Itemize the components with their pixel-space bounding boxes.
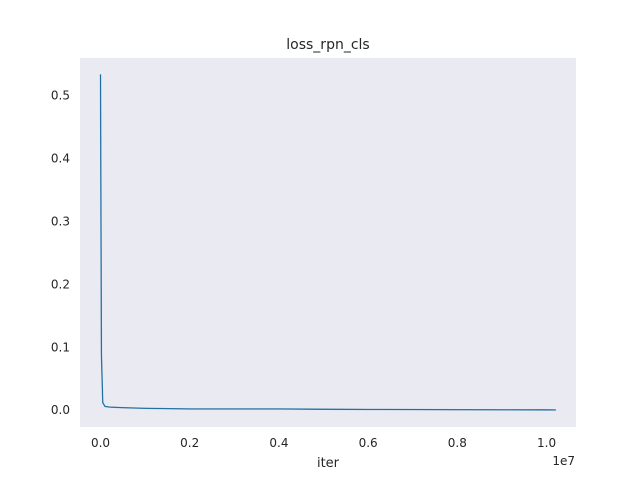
data-layer	[99, 74, 557, 411]
y-tick-label: 0.3	[51, 214, 70, 228]
loss-series-dense-tail	[99, 74, 557, 411]
plot-area	[80, 58, 576, 427]
x-tick-label: 0.4	[269, 436, 288, 450]
y-tick-label: 0.5	[51, 89, 70, 103]
y-tick-label: 0.4	[51, 151, 70, 165]
x-tick-label: 1.0	[537, 436, 556, 450]
y-tick-label: 0.0	[51, 403, 70, 417]
x-axis-ticks: 0.0 0.2 0.4 0.6 0.8 1.0	[91, 436, 556, 450]
y-tick-label: 0.2	[51, 277, 70, 291]
x-tick-label: 0.2	[180, 436, 199, 450]
x-tick-label: 0.6	[359, 436, 378, 450]
y-tick-label: 0.1	[51, 340, 70, 354]
x-axis-label: iter	[317, 456, 340, 471]
x-tick-label: 0.0	[91, 436, 110, 450]
x-axis-offset-label: 1e7	[552, 454, 575, 468]
x-tick-label: 0.8	[448, 436, 467, 450]
chart-title: loss_rpn_cls	[286, 37, 369, 53]
y-axis-ticks: 0.0 0.1 0.2 0.3 0.4 0.5	[51, 89, 70, 418]
